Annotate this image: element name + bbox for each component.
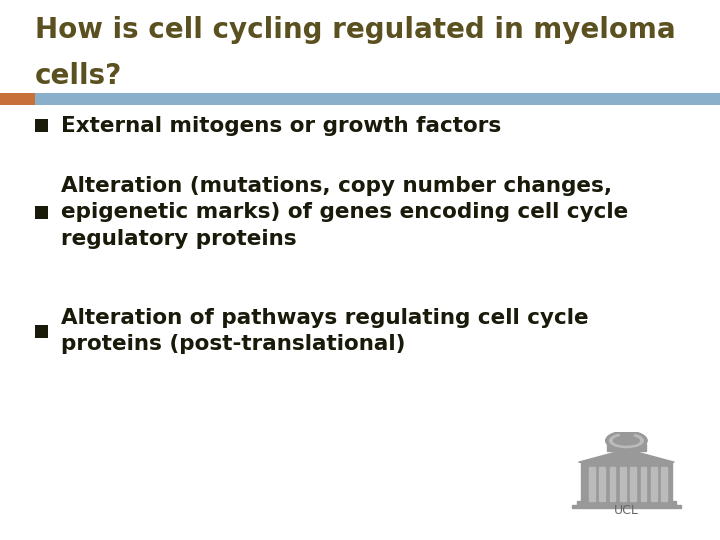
Bar xyxy=(35,206,48,219)
Bar xyxy=(572,504,681,508)
Bar xyxy=(35,93,720,105)
Ellipse shape xyxy=(621,429,631,432)
Text: External mitogens or growth factors: External mitogens or growth factors xyxy=(61,116,501,136)
Text: Alteration of pathways regulating cell cycle
proteins (post-translational): Alteration of pathways regulating cell c… xyxy=(61,308,589,354)
Bar xyxy=(607,444,646,451)
Text: UCL: UCL xyxy=(614,504,639,517)
Bar xyxy=(620,430,633,435)
Bar xyxy=(651,467,657,501)
Bar xyxy=(0,93,35,105)
Bar xyxy=(577,501,675,504)
Text: cells?: cells? xyxy=(35,62,122,90)
Bar xyxy=(599,467,605,501)
Bar xyxy=(620,467,626,501)
Bar xyxy=(35,119,48,132)
Text: Alteration (mutations, copy number changes,
epigenetic marks) of genes encoding : Alteration (mutations, copy number chang… xyxy=(61,176,629,248)
Ellipse shape xyxy=(613,436,639,445)
Ellipse shape xyxy=(610,434,643,448)
Bar xyxy=(641,467,647,501)
Ellipse shape xyxy=(606,431,647,450)
Bar xyxy=(581,462,672,501)
Bar xyxy=(35,325,48,338)
Bar xyxy=(662,467,667,501)
Bar xyxy=(630,467,636,501)
Polygon shape xyxy=(578,449,675,462)
Text: How is cell cycling regulated in myeloma: How is cell cycling regulated in myeloma xyxy=(35,16,675,44)
Bar xyxy=(589,467,595,501)
Bar xyxy=(610,467,616,501)
